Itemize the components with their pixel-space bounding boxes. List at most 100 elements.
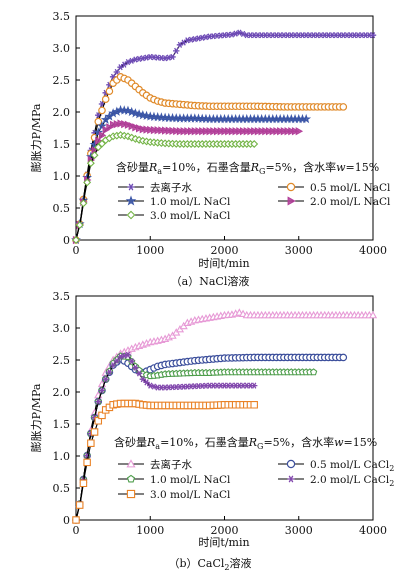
series-layer bbox=[71, 29, 377, 245]
data-point bbox=[228, 127, 237, 136]
data-point bbox=[86, 159, 95, 168]
data-point bbox=[295, 127, 304, 136]
x-axis-label: 时间t/min bbox=[198, 536, 249, 549]
data-point bbox=[221, 127, 229, 136]
data-point bbox=[75, 221, 84, 230]
data-point bbox=[124, 351, 132, 358]
data-point bbox=[150, 125, 159, 135]
y-tick-label: 2.5 bbox=[53, 354, 71, 367]
data-point bbox=[147, 382, 154, 389]
legend: 去离子水 0.5 mol/L CaCl2 1.0 mol/L NaCl 2.0 mol… bbox=[118, 458, 394, 501]
y-ticks: 0 0.5 1.0 1.5 2.0 2.5 3.0 3.5 bbox=[53, 290, 80, 527]
legend-label: 2.0 mol/L NaCl bbox=[310, 196, 391, 208]
y-tick-label: 1.5 bbox=[53, 138, 71, 151]
x-tick-label: 0 bbox=[73, 244, 80, 257]
data-point bbox=[217, 127, 226, 136]
data-point bbox=[284, 127, 292, 136]
series-5 bbox=[72, 131, 259, 244]
y-tick-label: 0.5 bbox=[53, 482, 71, 495]
y-tick-label: 2.0 bbox=[53, 386, 71, 399]
legend-label: 0.5 mol/L CaCl2 bbox=[310, 459, 394, 473]
data-point bbox=[106, 369, 113, 376]
data-point bbox=[161, 126, 170, 135]
caption-prefix: （b）CaCl bbox=[168, 557, 224, 570]
caption: （b）CaCl2溶液 bbox=[168, 556, 251, 572]
legend-label: 1.0 mol/L NaCl bbox=[150, 196, 231, 208]
data-point bbox=[79, 479, 88, 488]
legend-item: 3.0 mol/L NaCl bbox=[118, 489, 231, 501]
data-point bbox=[75, 501, 84, 509]
legend-marker bbox=[287, 475, 295, 483]
legend-item: 1.0 mol/L NaCl bbox=[118, 474, 231, 486]
data-point bbox=[202, 127, 211, 136]
data-point bbox=[113, 68, 121, 76]
data-point bbox=[147, 125, 155, 135]
data-point bbox=[72, 236, 80, 244]
data-point bbox=[184, 127, 192, 136]
legend-label: 3.0 mol/L NaCl bbox=[150, 210, 231, 222]
caption-prefix: （a） bbox=[171, 275, 200, 288]
data-point bbox=[165, 126, 174, 135]
data-point bbox=[369, 32, 377, 39]
legend-item: 0.5 mol/L NaCl bbox=[278, 182, 391, 194]
data-point bbox=[301, 113, 312, 124]
data-point bbox=[95, 398, 102, 405]
data-point bbox=[121, 352, 128, 359]
data-point bbox=[83, 178, 92, 187]
data-point bbox=[139, 376, 147, 383]
x-tick-label: 3000 bbox=[285, 244, 313, 257]
x-tick-label: 4000 bbox=[359, 524, 387, 537]
y-tick-label: 3.5 bbox=[53, 10, 71, 23]
series-4 bbox=[72, 119, 304, 245]
data-point bbox=[150, 383, 158, 390]
data-point bbox=[139, 125, 148, 134]
data-point bbox=[199, 127, 207, 136]
data-point bbox=[250, 401, 258, 409]
data-point bbox=[288, 127, 296, 136]
data-point bbox=[180, 127, 188, 136]
data-point bbox=[269, 127, 278, 136]
data-point bbox=[117, 119, 125, 128]
data-point bbox=[158, 126, 166, 135]
legend-marker bbox=[287, 196, 296, 206]
panel-a: 0 0.5 1.0 1.5 2.0 2.5 3.0 3.5 0 1000 2000 3000 4000… bbox=[29, 10, 391, 288]
data-point bbox=[94, 117, 103, 126]
legend-marker bbox=[126, 474, 136, 483]
y-axis-label: 膨胀力P/MPa bbox=[29, 103, 43, 172]
y-tick-label: 3.0 bbox=[53, 42, 71, 55]
data-point bbox=[250, 140, 259, 148]
data-point bbox=[143, 125, 151, 134]
data-point bbox=[187, 127, 196, 136]
legend-item: 1.0 mol/L NaCl bbox=[118, 195, 231, 208]
data-point bbox=[176, 127, 185, 136]
data-point bbox=[291, 127, 300, 136]
legend-label: 3.0 mol/L NaCl bbox=[150, 489, 231, 501]
data-point bbox=[258, 127, 266, 136]
legend-label: 去离子水 bbox=[150, 458, 192, 471]
data-point bbox=[232, 127, 240, 136]
data-point bbox=[98, 131, 107, 140]
data-point bbox=[239, 127, 248, 136]
data-point bbox=[102, 125, 111, 135]
data-point bbox=[110, 120, 118, 129]
x-tick-label: 1000 bbox=[136, 244, 164, 257]
data-point bbox=[173, 47, 180, 54]
y-tick-label: 1.0 bbox=[53, 170, 71, 183]
legend-item: 去离子水 bbox=[118, 458, 192, 471]
data-point bbox=[210, 127, 218, 136]
data-point bbox=[247, 127, 255, 136]
data-point bbox=[102, 376, 109, 383]
data-point bbox=[124, 120, 133, 129]
legend-item: 去离子水 bbox=[118, 181, 192, 194]
data-point bbox=[106, 123, 114, 132]
data-point bbox=[135, 370, 143, 377]
data-point bbox=[132, 123, 140, 132]
data-point bbox=[128, 121, 137, 131]
data-point bbox=[113, 357, 121, 365]
x-axis-label: 时间t/min bbox=[198, 257, 249, 270]
data-point bbox=[262, 127, 270, 136]
y-tick-label: 0 bbox=[63, 234, 70, 247]
data-point bbox=[277, 127, 285, 136]
y-ticks: 0 0.5 1.0 1.5 2.0 2.5 3.0 3.5 bbox=[53, 10, 80, 247]
